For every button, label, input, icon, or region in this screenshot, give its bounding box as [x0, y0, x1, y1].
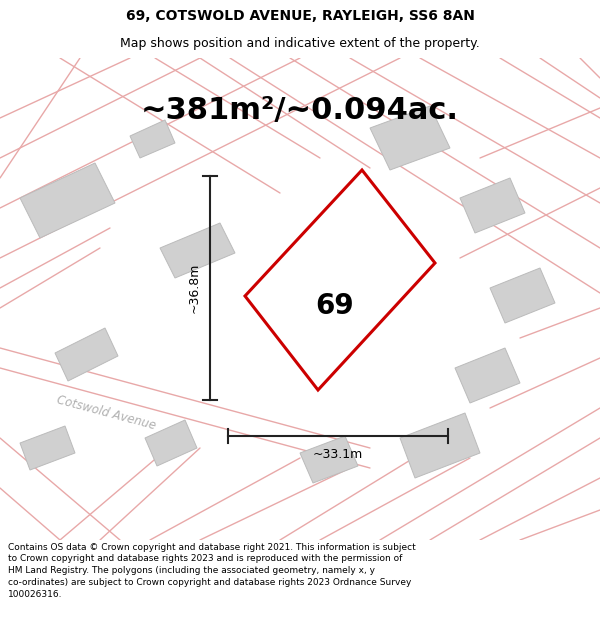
Polygon shape: [55, 328, 118, 381]
Polygon shape: [370, 106, 450, 170]
Polygon shape: [145, 420, 197, 466]
Polygon shape: [160, 223, 235, 278]
Text: ~33.1m: ~33.1m: [313, 448, 363, 461]
Text: Cotswold Avenue: Cotswold Avenue: [55, 394, 157, 432]
Text: ~381m²/~0.094ac.: ~381m²/~0.094ac.: [141, 96, 459, 124]
Text: 69: 69: [316, 292, 355, 320]
Text: Contains OS data © Crown copyright and database right 2021. This information is : Contains OS data © Crown copyright and d…: [8, 542, 416, 599]
Text: Map shows position and indicative extent of the property.: Map shows position and indicative extent…: [120, 37, 480, 50]
Polygon shape: [20, 163, 115, 238]
Text: 69, COTSWOLD AVENUE, RAYLEIGH, SS6 8AN: 69, COTSWOLD AVENUE, RAYLEIGH, SS6 8AN: [125, 9, 475, 23]
Polygon shape: [400, 413, 480, 478]
Polygon shape: [130, 120, 175, 158]
Polygon shape: [300, 436, 358, 483]
Text: ~36.8m: ~36.8m: [187, 262, 200, 313]
Polygon shape: [460, 178, 525, 233]
Polygon shape: [490, 268, 555, 323]
Polygon shape: [455, 348, 520, 403]
Polygon shape: [20, 426, 75, 470]
